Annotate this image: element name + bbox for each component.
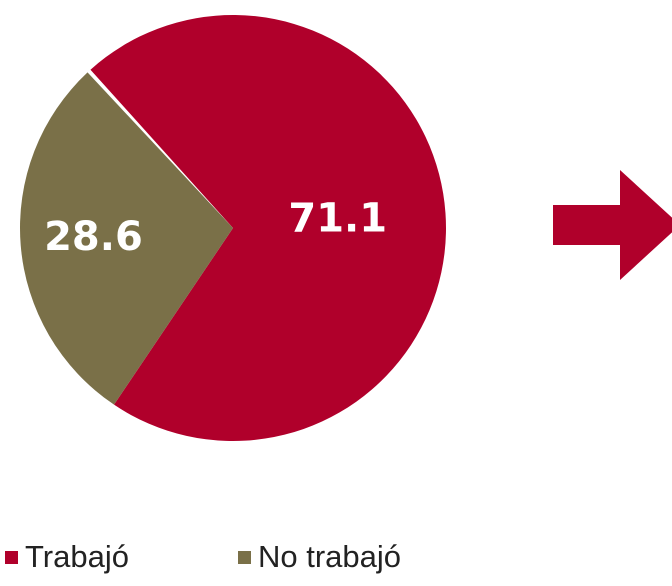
legend-swatch xyxy=(238,551,251,564)
pie-slice xyxy=(90,14,446,441)
data-label: 28.6 xyxy=(44,214,143,260)
data-label: 71.1 xyxy=(288,196,387,242)
legend-label: Trabajó xyxy=(25,539,129,574)
pie-slice xyxy=(20,72,234,405)
arrow xyxy=(553,170,672,280)
legend-label: No trabajó xyxy=(258,539,401,574)
legend-swatch xyxy=(5,551,18,564)
